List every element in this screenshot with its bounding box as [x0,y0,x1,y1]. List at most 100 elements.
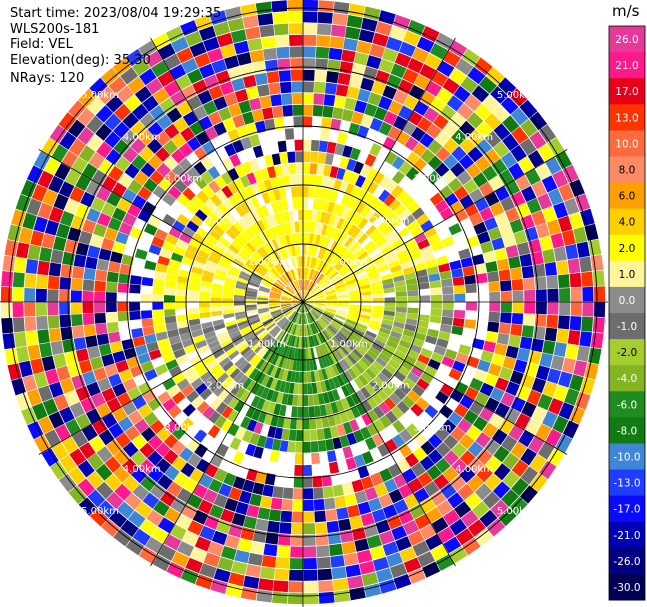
velocity-cell [262,259,272,269]
velocity-cell [430,308,442,317]
velocity-cell [329,425,339,438]
velocity-cell [223,285,235,292]
velocity-cell [322,200,330,212]
velocity-cell [569,179,585,197]
velocity-cell [237,374,249,387]
velocity-cell [334,143,345,156]
velocity-cell [489,201,505,217]
velocity-cell [303,302,312,310]
start-time-label: Start time: 2023/08/04 19:29:35 [10,6,222,21]
velocity-cell [433,114,449,130]
velocity-cell [371,285,383,291]
velocity-cell [392,170,405,185]
velocity-cell [505,207,520,223]
velocity-cell [296,174,303,186]
velocity-cell [210,306,222,312]
velocity-cell [279,522,292,534]
velocity-cell [208,212,221,224]
velocity-cell [248,316,260,323]
velocity-cell [176,354,189,366]
velocity-cell [428,449,443,465]
velocity-cell [442,77,460,95]
velocity-cell [243,348,254,360]
velocity-cell [210,292,222,298]
velocity-cell [498,322,511,335]
velocity-cell [77,478,96,497]
velocity-cell [104,227,118,241]
velocity-cell [326,300,338,302]
velocity-cell [251,273,263,281]
velocity-cell [303,302,307,313]
velocity-cell [248,552,263,566]
velocity-cell [347,575,364,589]
velocity-cell [308,336,313,348]
velocity-cell [371,508,387,523]
velocity-cell [407,289,419,297]
velocity-cell [335,399,345,412]
velocity-cell [104,113,122,131]
range-ring-label: 3.00km [414,423,452,434]
velocity-cell [255,470,267,484]
velocity-cell [360,291,372,296]
velocity-cell [131,154,147,170]
velocity-cell [137,352,151,365]
velocity-cell [229,265,241,274]
velocity-cell [233,337,245,346]
velocity-cell [330,190,339,203]
velocity-cell [53,193,69,211]
velocity-cell [420,148,435,164]
velocity-cell [25,258,39,274]
velocity-cell [303,325,305,337]
velocity-cell [246,212,257,224]
velocity-cell [288,310,296,320]
velocity-cell [292,359,297,371]
velocity-cell [112,241,126,254]
velocity-cell [215,241,228,252]
velocity-cell [270,291,281,296]
velocity-cell [508,424,525,441]
velocity-cell [361,17,378,32]
velocity-cell [330,338,340,349]
velocity-cell [98,343,112,357]
velocity-cell [315,46,330,59]
velocity-cell [245,86,259,100]
velocity-cell [315,234,321,246]
velocity-cell [330,555,345,568]
velocity-cell [317,319,326,329]
velocity-cell [474,263,487,275]
velocity-cell [26,389,42,407]
velocity-cell [227,423,240,437]
velocity-cell [295,151,303,163]
velocity-cell [501,489,519,507]
velocity-cell [556,328,569,344]
velocity-cell [588,239,602,256]
velocity-cell [396,302,408,308]
velocity-cell [491,428,508,445]
velocity-cell [71,430,88,448]
velocity-cell [314,302,326,305]
velocity-cell [483,340,496,353]
velocity-cell [424,365,438,378]
velocity-cell [289,46,303,58]
velocity-cell [351,527,367,541]
colorbar: m/s 26.021.017.013.010.08.06.04.02.01.00… [608,2,646,601]
velocity-cell [383,193,396,207]
velocity-cell [552,170,569,188]
velocity-cell [288,335,294,347]
velocity-cell [145,78,163,95]
velocity-cell [241,230,252,242]
velocity-cell [219,81,235,96]
velocity-cell [115,360,129,373]
velocity-cell [27,421,44,440]
velocity-cell [576,241,590,258]
velocity-cell [246,172,257,185]
velocity-cell [245,242,257,253]
velocity-cell [325,294,337,299]
velocity-cell [97,86,116,105]
velocity-cell [285,287,295,295]
velocity-cell [282,306,293,313]
velocity-cell [269,214,278,226]
velocity-cell [243,264,255,273]
velocity-cell [284,321,292,332]
velocity-cell [345,564,361,578]
